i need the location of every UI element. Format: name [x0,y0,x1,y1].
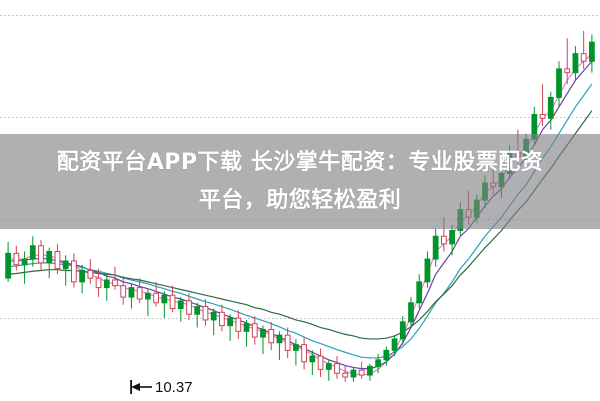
ma-line-ma60 [8,110,593,340]
candle [416,281,423,304]
candle [120,285,127,298]
candle [268,328,275,344]
candle [367,365,373,376]
candle [309,355,316,363]
candle [572,53,579,74]
promo-text-overlay: 配资平台APP下载 长沙掌牛配资：专业股票配资 平台，助您轻松盈利 [0,134,600,229]
overlay-line-1: 配资平台APP下载 长沙掌牛配资：专业股票配资 [56,149,544,175]
candle [399,321,406,340]
candle [424,258,431,283]
candle [358,369,365,376]
candle [276,334,283,344]
candle [13,252,20,266]
candle [432,235,439,260]
candle [161,294,168,304]
left-arrow-icon [130,380,152,394]
candle [169,294,176,310]
candle [334,363,340,374]
candle [202,306,209,321]
candle [375,359,382,367]
candle [293,344,299,351]
candle [342,372,349,378]
candle [325,363,332,370]
candle [539,114,546,119]
candle [177,300,184,310]
price-annotation-label: 10.37 [155,378,193,396]
candle [136,287,143,300]
candle [38,245,44,264]
overlay-line-2: 平台，助您轻松盈利 [198,187,402,213]
candle [441,235,447,245]
candle [194,306,201,315]
candle [449,230,456,245]
candle [350,369,357,378]
price-annotation: 10.37 [128,378,193,396]
candle [95,277,102,289]
candle [54,250,61,270]
candle [391,338,398,351]
candle [210,311,217,321]
candle [251,323,258,338]
candle [564,68,571,74]
candle [79,269,86,283]
candle [547,96,554,119]
candle [5,252,11,279]
candle [29,245,36,260]
candle [383,349,390,361]
candle [317,355,324,370]
candle [112,279,118,287]
candle [284,334,291,351]
candle [62,260,69,270]
candle [21,258,28,266]
candle [580,53,587,62]
candle [128,287,135,298]
candle [103,279,110,289]
candle [408,302,414,323]
candle [589,41,595,62]
candle [243,323,250,332]
candle [219,311,225,327]
candle [186,300,192,315]
candle [556,68,562,98]
candle [260,328,266,338]
candle [145,292,151,300]
candle [235,317,242,332]
candle [153,292,159,304]
candle [227,317,233,327]
candle [87,269,94,279]
candle [301,344,308,363]
candle [71,260,77,283]
candle [46,250,53,264]
